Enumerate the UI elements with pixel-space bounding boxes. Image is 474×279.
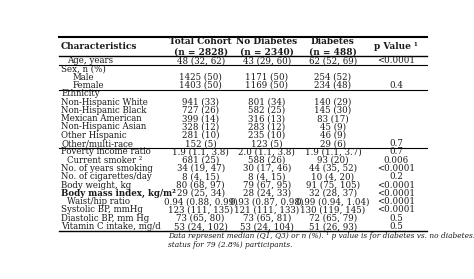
Text: 91 (75, 105): 91 (75, 105)	[306, 181, 360, 189]
Text: 145 (30): 145 (30)	[314, 106, 352, 115]
Text: 123 (111, 135): 123 (111, 135)	[168, 205, 233, 215]
Text: Waist/hip ratio: Waist/hip ratio	[66, 197, 129, 206]
Text: Mexican American: Mexican American	[61, 114, 142, 123]
Text: Characteristics: Characteristics	[61, 42, 137, 51]
Text: 234 (48): 234 (48)	[314, 81, 352, 90]
Text: Non-Hispanic Asian: Non-Hispanic Asian	[61, 122, 146, 131]
Text: 316 (13): 316 (13)	[248, 114, 285, 123]
Text: <0.0001: <0.0001	[377, 164, 415, 173]
Text: 29 (25, 34): 29 (25, 34)	[177, 189, 225, 198]
Text: No. of cigarettes/day: No. of cigarettes/day	[61, 172, 152, 181]
Text: <0.0001: <0.0001	[377, 189, 415, 198]
Text: 941 (33): 941 (33)	[182, 98, 219, 107]
Text: 51 (26, 93): 51 (26, 93)	[309, 222, 357, 231]
Text: 73 (65, 81): 73 (65, 81)	[243, 214, 291, 223]
Text: 8 (4, 15): 8 (4, 15)	[182, 172, 219, 181]
Text: 34 (19, 47): 34 (19, 47)	[176, 164, 225, 173]
Text: 254 (52): 254 (52)	[314, 73, 352, 82]
Text: 0.5: 0.5	[389, 222, 403, 231]
Text: 235 (10): 235 (10)	[248, 131, 285, 140]
Text: 1.9 (1.1, 3.7): 1.9 (1.1, 3.7)	[305, 147, 361, 156]
Text: <0.0001: <0.0001	[377, 181, 415, 189]
Text: Data represent median (Q1, Q3) or n (%). ¹ p value is for diabetes vs. no diabet: Data represent median (Q1, Q3) or n (%).…	[168, 232, 474, 240]
Text: 328 (12): 328 (12)	[182, 122, 219, 131]
Text: 45 (9): 45 (9)	[320, 122, 346, 131]
Text: No Diabetes
(n = 2340): No Diabetes (n = 2340)	[236, 37, 297, 56]
Text: Body weight, kg: Body weight, kg	[61, 181, 131, 189]
Text: 48 (32, 62): 48 (32, 62)	[176, 56, 225, 65]
Text: <0.0001: <0.0001	[377, 197, 415, 206]
Text: 62 (52, 69): 62 (52, 69)	[309, 56, 357, 65]
Text: 30 (17, 46): 30 (17, 46)	[243, 164, 291, 173]
Text: 1403 (50): 1403 (50)	[179, 81, 222, 90]
Text: 801 (34): 801 (34)	[248, 98, 285, 107]
Text: <0.0001: <0.0001	[377, 205, 415, 215]
Text: Age, years: Age, years	[66, 56, 113, 65]
Text: 582 (25): 582 (25)	[248, 106, 285, 115]
Text: 43 (29, 60): 43 (29, 60)	[243, 56, 291, 65]
Text: Body mass index, kg/m²: Body mass index, kg/m²	[61, 189, 176, 198]
Text: 1425 (50): 1425 (50)	[179, 73, 222, 82]
Text: 44 (35, 52): 44 (35, 52)	[309, 164, 357, 173]
Text: 0.99 (0.94, 1.04): 0.99 (0.94, 1.04)	[296, 197, 370, 206]
Text: 0.93 (0.87, 0.98): 0.93 (0.87, 0.98)	[230, 197, 303, 206]
Text: 10 (4, 20): 10 (4, 20)	[311, 172, 355, 181]
Text: 29 (6): 29 (6)	[320, 139, 346, 148]
Text: 46 (9): 46 (9)	[320, 131, 346, 140]
Text: 53 (24, 102): 53 (24, 102)	[174, 222, 228, 231]
Text: 121 (111, 133): 121 (111, 133)	[234, 205, 300, 215]
Text: 0.006: 0.006	[384, 156, 409, 165]
Text: 83 (17): 83 (17)	[317, 114, 349, 123]
Text: 0.94 (0.88, 0.99): 0.94 (0.88, 0.99)	[164, 197, 237, 206]
Text: 0.5: 0.5	[389, 214, 403, 223]
Text: 0.7: 0.7	[389, 147, 403, 156]
Text: Poverty income ratio: Poverty income ratio	[61, 147, 151, 156]
Text: 1169 (50): 1169 (50)	[246, 81, 288, 90]
Text: 152 (5): 152 (5)	[185, 139, 217, 148]
Text: status for 79 (2.8%) participants.: status for 79 (2.8%) participants.	[168, 240, 292, 249]
Text: <0.0001: <0.0001	[377, 56, 415, 65]
Text: 2.0 (1.1, 3.8): 2.0 (1.1, 3.8)	[238, 147, 295, 156]
Text: Total Cohort
(n = 2828): Total Cohort (n = 2828)	[169, 37, 232, 56]
Text: 1.9 (1.1, 3.8): 1.9 (1.1, 3.8)	[172, 147, 229, 156]
Text: 32 (28, 37): 32 (28, 37)	[309, 189, 357, 198]
Text: 123 (5): 123 (5)	[251, 139, 283, 148]
Text: Vitamin C intake, mg/d: Vitamin C intake, mg/d	[61, 222, 161, 231]
Text: Female: Female	[72, 81, 104, 90]
Text: 399 (14): 399 (14)	[182, 114, 219, 123]
Text: No. of years smoking: No. of years smoking	[61, 164, 153, 173]
Text: 73 (65, 80): 73 (65, 80)	[176, 214, 225, 223]
Text: Non-Hispanic White: Non-Hispanic White	[61, 98, 148, 107]
Text: Diastolic BP, mm Hg: Diastolic BP, mm Hg	[61, 214, 149, 223]
Text: 80 (68, 97): 80 (68, 97)	[176, 181, 225, 189]
Text: 588 (26): 588 (26)	[248, 156, 285, 165]
Text: Current smoker ²: Current smoker ²	[66, 156, 142, 165]
Text: 1171 (50): 1171 (50)	[245, 73, 288, 82]
Text: 79 (67, 95): 79 (67, 95)	[243, 181, 291, 189]
Text: 0.7: 0.7	[389, 139, 403, 148]
Text: Ethnicity: Ethnicity	[61, 89, 100, 98]
Text: 681 (25): 681 (25)	[182, 156, 219, 165]
Text: Other Hispanic: Other Hispanic	[61, 131, 127, 140]
Text: 53 (24, 104): 53 (24, 104)	[240, 222, 294, 231]
Text: 72 (65, 79): 72 (65, 79)	[309, 214, 357, 223]
Text: Non-Hispanic Black: Non-Hispanic Black	[61, 106, 146, 115]
Text: Sex, n (%): Sex, n (%)	[61, 64, 106, 73]
Text: 0.2: 0.2	[389, 172, 403, 181]
Text: Diabetes
(n = 488): Diabetes (n = 488)	[309, 37, 357, 56]
Text: 8 (4, 15): 8 (4, 15)	[248, 172, 285, 181]
Text: 93 (20): 93 (20)	[317, 156, 349, 165]
Text: Other/multi-race: Other/multi-race	[61, 139, 133, 148]
Text: 140 (29): 140 (29)	[314, 98, 352, 107]
Text: Systolic BP, mmHg: Systolic BP, mmHg	[61, 205, 143, 215]
Text: 281 (10): 281 (10)	[182, 131, 219, 140]
Text: Male: Male	[72, 73, 94, 82]
Text: p Value ¹: p Value ¹	[374, 42, 418, 51]
Text: 130 (119, 145): 130 (119, 145)	[301, 205, 365, 215]
Text: 28 (24, 33): 28 (24, 33)	[243, 189, 291, 198]
Text: 727 (26): 727 (26)	[182, 106, 219, 115]
Text: 283 (12): 283 (12)	[248, 122, 285, 131]
Text: 0.4: 0.4	[389, 81, 403, 90]
